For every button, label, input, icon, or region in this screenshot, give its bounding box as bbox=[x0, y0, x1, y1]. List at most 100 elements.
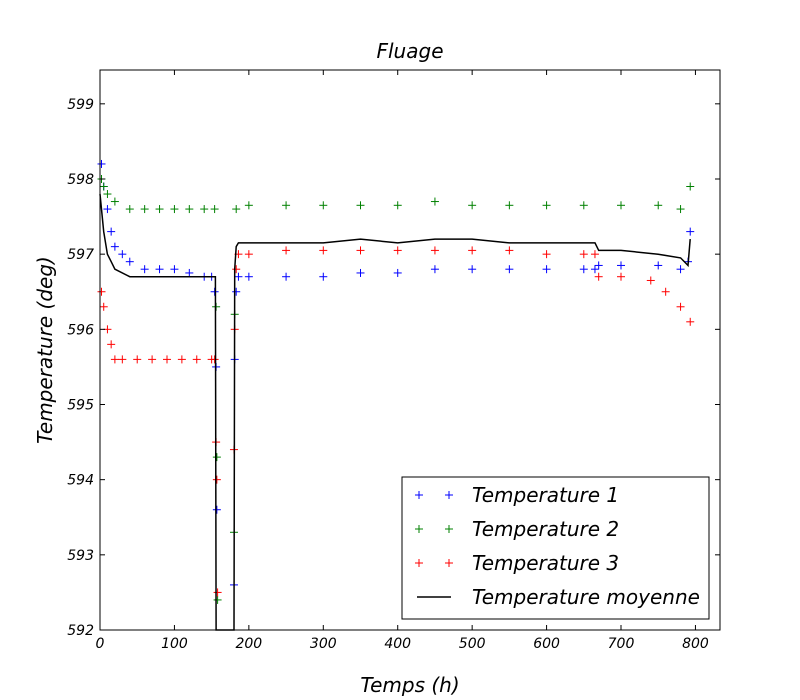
legend: Temperature 1 Temperature 2 Temperature 3 T… bbox=[401, 476, 710, 620]
data-point-1-21 bbox=[244, 272, 253, 281]
data-point-3-7 bbox=[133, 355, 142, 364]
legend-marker bbox=[445, 525, 453, 533]
data-point-1-10 bbox=[170, 265, 179, 274]
marks bbox=[97, 159, 695, 631]
data-point-3-9 bbox=[162, 355, 171, 364]
data-point-3-35 bbox=[661, 287, 670, 296]
data-point-1-24 bbox=[356, 268, 365, 277]
data-point-2-8 bbox=[170, 205, 179, 214]
data-point-2-4 bbox=[110, 197, 119, 206]
data-point-3-5 bbox=[110, 355, 119, 364]
data-point-1-32 bbox=[594, 261, 603, 270]
legend-label: Temperature moyenne bbox=[472, 585, 700, 609]
x-axis-label: Temps (h) bbox=[360, 673, 459, 697]
data-point-1-3 bbox=[103, 205, 112, 214]
y-tick-label: 598 bbox=[67, 172, 94, 188]
data-point-3-11 bbox=[192, 355, 201, 364]
data-point-1-11 bbox=[185, 268, 194, 277]
data-point-3-37 bbox=[686, 317, 695, 326]
x-tick-label: 600 bbox=[533, 636, 560, 652]
x-tick-label: 800 bbox=[682, 636, 709, 652]
data-point-1-20 bbox=[234, 272, 243, 281]
data-point-1-34 bbox=[654, 261, 663, 270]
data-point-1-25 bbox=[393, 268, 402, 277]
ticks: 0 100 200 300 400 500 600 700 800 592 593 594 595 596… bbox=[67, 70, 720, 652]
data-point-2-10 bbox=[200, 205, 209, 214]
data-point-2-17 bbox=[232, 205, 241, 214]
x-tick-label: 0 bbox=[96, 636, 105, 652]
data-point-2-30 bbox=[676, 205, 685, 214]
legend-item-4: Temperature moyenne bbox=[417, 585, 700, 609]
data-point-3-24 bbox=[356, 246, 365, 255]
data-point-1-9 bbox=[155, 265, 164, 274]
data-point-3-29 bbox=[542, 250, 551, 259]
data-point-1-22 bbox=[282, 272, 291, 281]
series-line-4 bbox=[99, 193, 691, 631]
data-point-3-21 bbox=[244, 250, 253, 259]
data-point-1-31 bbox=[590, 265, 599, 274]
data-point-1-1 bbox=[97, 159, 106, 168]
data-point-1-33 bbox=[617, 261, 626, 270]
data-point-3-6 bbox=[118, 355, 127, 364]
data-point-3-2 bbox=[99, 302, 108, 311]
data-point-1-16 bbox=[212, 505, 221, 514]
x-tick-label: 200 bbox=[235, 636, 262, 652]
data-point-1-37 bbox=[686, 227, 695, 236]
data-point-2-29 bbox=[654, 201, 663, 210]
plot-frame bbox=[99, 69, 721, 631]
data-point-1-28 bbox=[505, 265, 514, 274]
data-point-3-1 bbox=[97, 287, 106, 296]
x-tick-label: 300 bbox=[310, 636, 337, 652]
data-point-2-3 bbox=[103, 190, 112, 199]
data-point-2-18 bbox=[244, 201, 253, 210]
data-point-3-32 bbox=[594, 272, 603, 281]
data-point-1-5 bbox=[110, 242, 119, 251]
data-point-3-30 bbox=[579, 250, 588, 259]
series-2 bbox=[97, 174, 695, 604]
data-point-2-14 bbox=[213, 595, 222, 604]
legend-label: Temperature 1 bbox=[472, 483, 619, 507]
legend-marker bbox=[445, 559, 453, 567]
y-axis-label: Temperature (deg) bbox=[33, 256, 57, 444]
data-point-2-13 bbox=[212, 453, 221, 462]
legend-marker bbox=[415, 491, 423, 499]
legend-marker bbox=[415, 559, 423, 567]
legend-item-1: Temperature 1 bbox=[415, 483, 619, 507]
y-tick-label: 597 bbox=[67, 247, 94, 263]
data-point-1-7 bbox=[125, 257, 134, 266]
data-point-2-2 bbox=[99, 182, 108, 191]
data-point-3-13 bbox=[210, 355, 219, 364]
legend-label: Temperature 2 bbox=[472, 517, 619, 541]
data-point-3-27 bbox=[468, 246, 477, 255]
data-point-2-31 bbox=[686, 182, 695, 191]
data-point-1-26 bbox=[430, 265, 439, 274]
x-tick-label: 500 bbox=[459, 636, 486, 652]
data-point-1-23 bbox=[319, 272, 328, 281]
y-tick-label: 599 bbox=[67, 97, 94, 113]
data-point-3-15 bbox=[212, 475, 221, 484]
data-point-2-6 bbox=[140, 205, 149, 214]
data-point-2-25 bbox=[505, 201, 514, 210]
x-tick-label: 100 bbox=[161, 636, 188, 652]
data-point-3-22 bbox=[282, 246, 291, 255]
data-point-1-6 bbox=[118, 250, 127, 259]
y-tick-label: 594 bbox=[67, 473, 94, 489]
series-3 bbox=[97, 246, 695, 597]
data-point-3-26 bbox=[430, 246, 439, 255]
data-point-3-10 bbox=[177, 355, 186, 364]
data-point-2-20 bbox=[319, 201, 328, 210]
data-point-3-34 bbox=[646, 276, 655, 285]
data-point-1-27 bbox=[468, 265, 477, 274]
data-point-1-4 bbox=[107, 227, 116, 236]
data-point-1-19 bbox=[232, 287, 241, 296]
data-point-2-7 bbox=[155, 205, 164, 214]
data-point-1-35 bbox=[676, 265, 685, 274]
data-point-1-29 bbox=[542, 265, 551, 274]
legend-item-2: Temperature 2 bbox=[415, 517, 619, 541]
data-point-3-36 bbox=[676, 302, 685, 311]
y-tick-label: 595 bbox=[67, 397, 94, 413]
data-point-3-28 bbox=[505, 246, 514, 255]
data-point-3-23 bbox=[319, 246, 328, 255]
data-point-2-9 bbox=[185, 205, 194, 214]
